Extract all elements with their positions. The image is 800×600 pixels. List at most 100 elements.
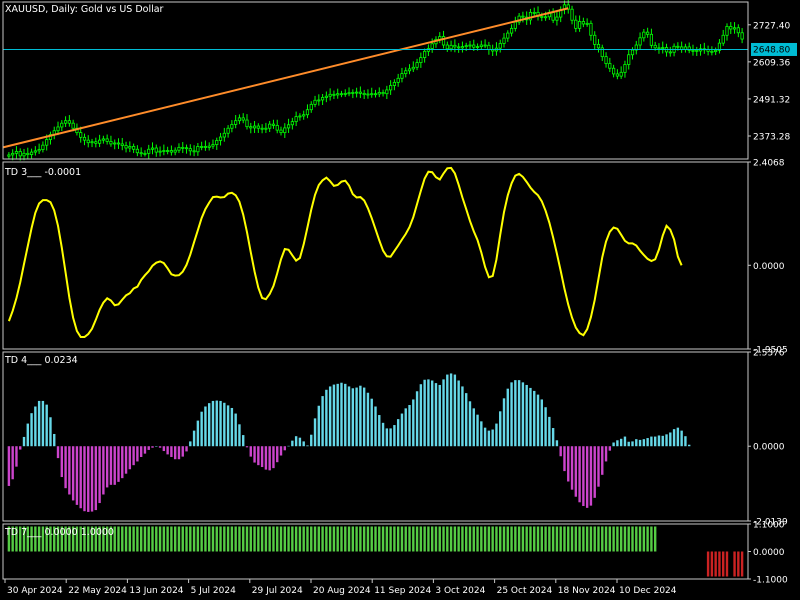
candle-body [286,124,291,129]
td4-pane[interactable]: TD 4___ 0.0234 2.5376 0.0000 -2.0139 [4,349,788,528]
candle-body [218,136,223,141]
candle-body [464,45,468,48]
td4-bar [661,435,664,447]
td4-title: TD 4___ 0.0234 [4,355,78,366]
td7-bar [623,526,627,552]
candle-body [509,27,514,34]
td7-bar [321,526,324,552]
candle-body [143,152,147,155]
td7-bar [370,526,373,552]
td4-bar [136,446,139,462]
candle-body [135,148,139,154]
td4-bar [260,446,264,468]
candle-body [642,31,646,39]
candle-body [691,49,695,52]
candle-body [593,34,597,45]
td4-bar [502,398,506,447]
candle-body [71,122,75,129]
td4-bar [223,402,226,447]
td7-title: TD 7___ 0.0000 1.0000 [4,527,114,538]
trendline[interactable] [2,7,569,149]
td4-bar [105,446,109,488]
td7-bar [291,526,294,552]
td4-bar [158,446,162,448]
td4-bar [366,392,370,447]
y-tick-label: 2373.28 [753,132,790,142]
td4-bar [34,406,37,447]
candle-body [290,121,294,126]
candle-body [230,124,234,129]
td4-bar [200,411,203,447]
td4-bar [75,446,79,505]
candle-body [676,45,680,48]
td7-bar [170,526,173,552]
td7-bar [362,526,366,552]
candle-body [173,149,177,153]
td4-bar [378,415,381,447]
td4-bar [665,434,668,447]
td7-bar [430,526,434,552]
td7-bar [189,526,192,552]
td7-bar [570,526,574,552]
candle-body [528,11,533,21]
td7-bar [196,526,200,552]
td4-bar [525,384,528,447]
candle-body [196,146,200,153]
td7-pane[interactable]: TD 7___ 0.0000 1.0000 1.1000 0.0000 -1.100… [4,521,788,586]
candle-body [411,66,415,70]
candle-body [113,142,117,145]
td3-pane[interactable]: TD 3___ -0.0001 2.4068 0.0000 -1.9505 [4,159,788,356]
td4-bar [87,446,90,512]
candle-body [487,44,491,50]
td7-bar [740,551,744,577]
td4-bar [510,382,513,447]
td7-bar [563,526,566,552]
td4-bar [298,437,302,447]
td4-bar [117,446,120,482]
td7-bar [506,526,509,552]
td7-bar [37,526,41,552]
candle-body [211,144,215,147]
td7-y-axis: 1.1000 0.0000 -1.1000 [748,521,788,586]
td4-bar [548,416,551,447]
td4-bar [7,446,11,486]
candle-body [33,150,37,153]
price-pane[interactable]: 2648.80 XAUUSD, Daily: Gold vs US Dollar… [2,0,797,161]
candle-body [513,21,517,29]
candle-body [37,149,41,152]
td4-bar [283,446,286,451]
candle-body [615,73,619,77]
td4-bar [627,441,630,447]
td7-bar [136,526,139,552]
candle-body [302,114,306,117]
td4-bar [635,439,638,447]
candle-body [264,127,268,130]
td4-bar [30,413,33,447]
candle-body [502,37,506,44]
candle-body [222,132,226,138]
td4-bar [45,404,48,447]
td4-bar [249,446,252,457]
candle-body [729,26,733,30]
td7-bar [627,526,630,552]
td4-bar [242,435,245,447]
td7-bar [574,526,578,552]
td4-histogram [7,373,691,512]
y-tick-label: -2.0139 [753,518,788,528]
candle-body [725,26,729,36]
td4-bar [476,414,479,447]
candle-body [472,44,476,48]
td7-bar [155,526,158,552]
td4-bar [563,446,566,472]
candle-body [101,138,105,141]
td4-bar [506,388,509,447]
td7-bar [226,526,230,552]
td7-bar [514,526,517,552]
candle-body [392,81,396,86]
candle-body [740,32,744,40]
candle-body [109,141,113,145]
td4-bar [544,407,547,447]
td7-bar [306,526,309,552]
td7-bar [328,526,332,552]
